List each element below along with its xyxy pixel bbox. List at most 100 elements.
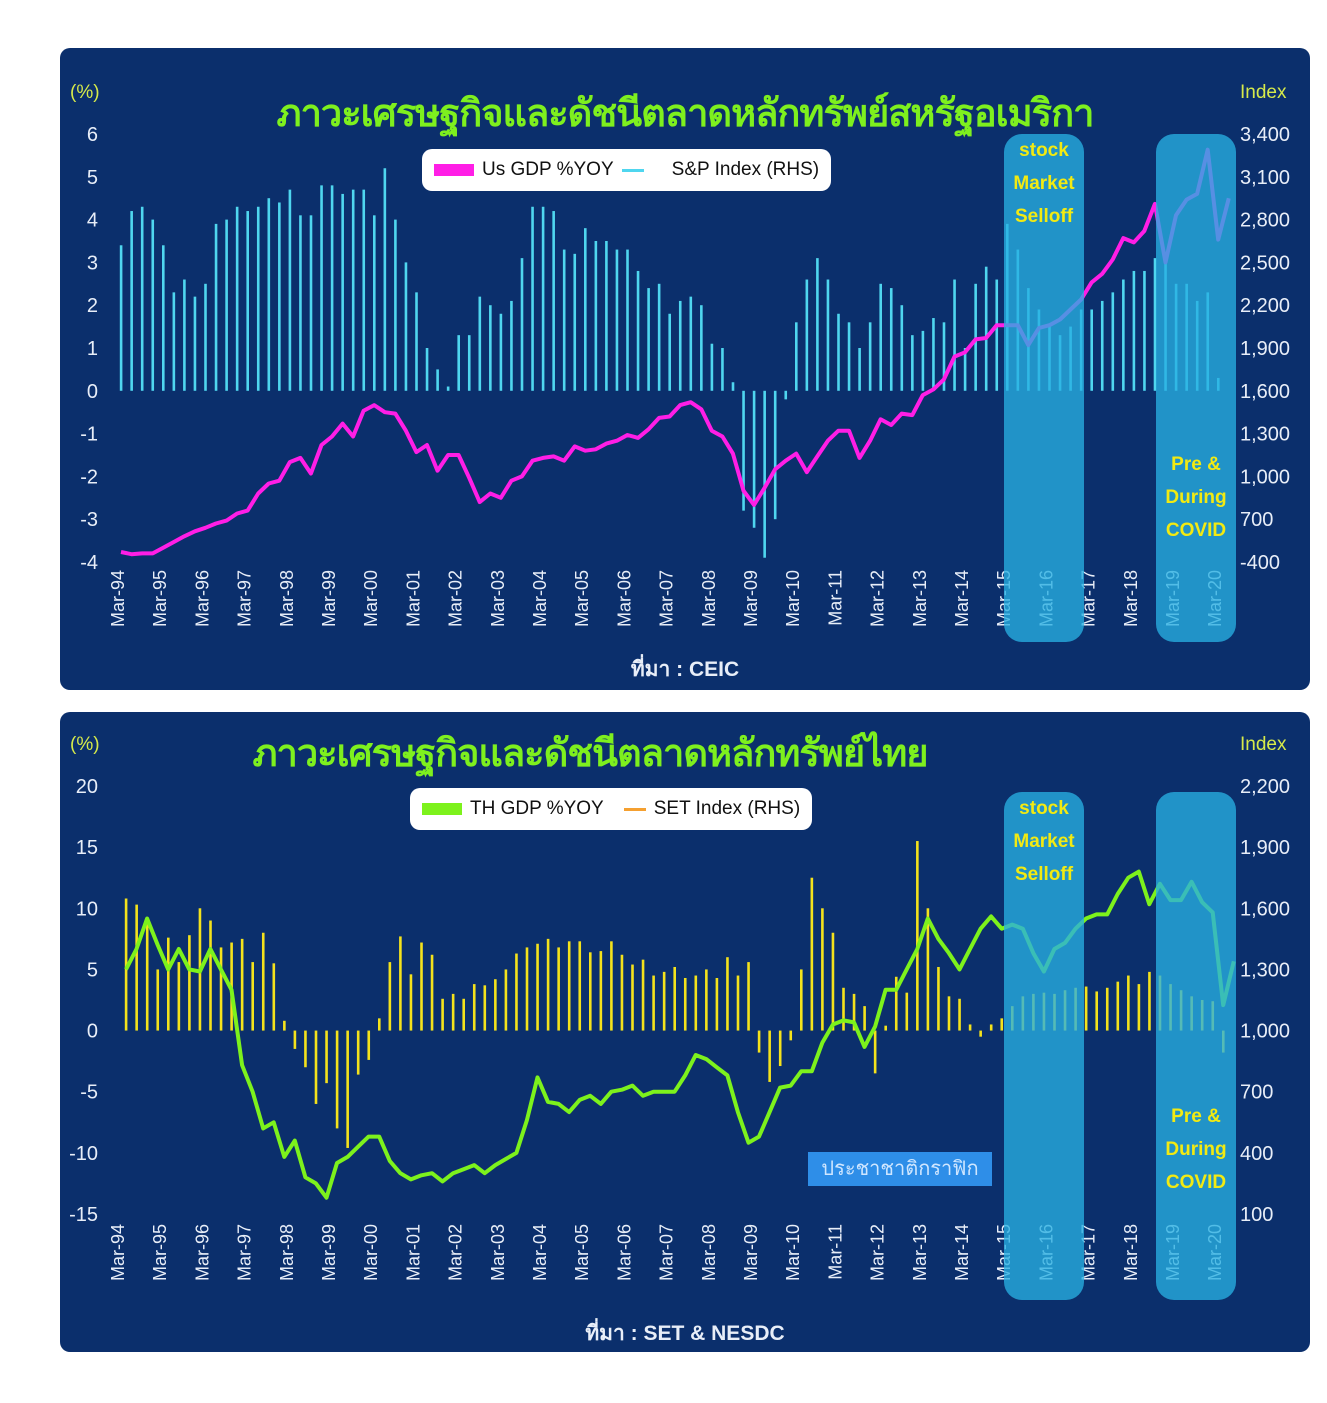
gdp-bar	[299, 215, 302, 391]
left-tick-label: 5	[87, 167, 98, 189]
gdp-bar	[124, 898, 128, 1031]
gdp-bar	[304, 1030, 307, 1068]
x-tick-label: Mar-98	[277, 570, 297, 627]
gdp-bar	[847, 322, 851, 391]
x-tick-label: Mar-11	[825, 570, 845, 626]
gdp-bar	[594, 241, 598, 391]
x-tick-label: Mar-02	[446, 1224, 466, 1281]
gdp-bar	[573, 253, 577, 391]
x-tick-label: Mar-95	[150, 570, 170, 627]
gdp-bar	[1116, 981, 1120, 1031]
x-tick-label: Mar-99	[319, 570, 339, 627]
right-tick-label: 1,000	[1240, 466, 1290, 488]
gdp-bar	[742, 390, 745, 511]
highlight-band-covid: Pre & During COVID	[1156, 134, 1236, 642]
right-tick-label: 2,500	[1240, 252, 1290, 274]
th-chart-panel: 20 15 10 5 0 -5 -10 -15 2,200 1,900 1,600 1,300 1,00…	[60, 712, 1310, 1352]
gdp-bar	[1100, 300, 1104, 391]
gdp-bar	[278, 202, 281, 391]
gdp-bar	[641, 959, 645, 1031]
gdp-bar	[599, 951, 603, 1031]
gdp-bar	[436, 369, 439, 391]
x-tick-label: Mar-03	[488, 570, 508, 627]
x-tick-label: Mar-07	[657, 570, 677, 627]
gdp-bar	[1111, 292, 1115, 391]
gdp-bar	[795, 322, 798, 391]
gdp-bar	[705, 969, 708, 1031]
gdp-bar	[261, 932, 265, 1031]
gdp-bar	[842, 987, 845, 1031]
right-tick-label: 1,900	[1240, 338, 1290, 360]
gdp-bar	[209, 920, 212, 1031]
gdp-bar	[562, 249, 566, 391]
gdp-bar	[578, 941, 582, 1031]
x-tick-label: Mar-14	[952, 570, 972, 627]
gdp-bar	[1105, 987, 1109, 1031]
gdp-bar	[805, 279, 809, 391]
gdp-bar	[219, 947, 223, 1031]
x-tick-label: Mar-01	[403, 570, 423, 627]
gdp-bar	[657, 283, 661, 391]
gdp-bar	[388, 962, 392, 1031]
gdp-bar	[341, 193, 344, 391]
gdp-bar	[683, 977, 687, 1031]
gdp-bar	[995, 279, 999, 391]
band-label: Market	[1013, 831, 1075, 852]
gdp-bar	[256, 206, 260, 391]
gdp-bar	[631, 964, 634, 1031]
gdp-bar	[889, 288, 893, 391]
gdp-bar	[721, 348, 724, 391]
gdp-bar	[499, 313, 503, 391]
gdp-bar	[747, 962, 750, 1031]
gdp-bar	[177, 962, 181, 1031]
gdp-bar	[1095, 991, 1098, 1031]
gdp-bar	[789, 1030, 793, 1041]
gdp-bar	[1122, 279, 1125, 391]
gdp-bar	[937, 966, 940, 1031]
gdp-bar	[647, 288, 650, 391]
gdp-bar	[911, 335, 914, 391]
highlight-band-selloff: stock Market Selloff	[1004, 792, 1084, 1300]
gdp-bar	[204, 283, 207, 391]
band-label: During	[1165, 1139, 1227, 1160]
band-label: Selloff	[1014, 864, 1074, 885]
gdp-bar	[1000, 1018, 1004, 1031]
gdp-bar	[283, 1020, 286, 1031]
x-tick-label: Mar-14	[952, 1224, 972, 1281]
gdp-bar	[731, 382, 735, 391]
gdp-bar	[494, 979, 497, 1031]
gdp-bar	[668, 313, 671, 391]
gdp-bar	[784, 390, 788, 400]
left-tick-label: 0	[87, 1021, 98, 1043]
left-tick-label: 5	[87, 959, 98, 981]
gdp-bar	[968, 1024, 972, 1031]
gdp-bar	[926, 908, 930, 1031]
gdp-bar	[831, 932, 835, 1031]
gdp-bar	[1132, 270, 1136, 391]
gdp-bar	[678, 300, 682, 391]
gdp-bar	[251, 962, 254, 1031]
gdp-bar	[267, 198, 271, 391]
gdp-bar	[636, 270, 640, 391]
gdp-bar	[446, 386, 450, 391]
gdp-bar	[145, 920, 149, 1031]
gdp-bar	[905, 992, 909, 1031]
gdp-bar	[873, 1030, 877, 1074]
band-label: COVID	[1165, 520, 1227, 541]
gdp-bar	[778, 1030, 782, 1067]
right-tick-label: 1,000	[1240, 1021, 1290, 1043]
x-tick-label: Mar-06	[614, 1224, 634, 1281]
gdp-bar	[536, 943, 539, 1031]
gdp-bar	[826, 279, 830, 391]
band-label: Pre &	[1171, 454, 1221, 475]
gdp-bar	[531, 206, 534, 391]
gdp-bar	[451, 993, 455, 1031]
left-tick-label: 10	[76, 898, 98, 920]
gdp-bar	[816, 258, 819, 391]
gdp-bar	[858, 348, 861, 391]
gdp-bar	[441, 998, 444, 1031]
gdp-bar	[394, 219, 397, 391]
gdp-bar	[942, 322, 946, 391]
gdp-bar	[415, 292, 418, 391]
x-tick-label: Mar-97	[235, 570, 255, 627]
